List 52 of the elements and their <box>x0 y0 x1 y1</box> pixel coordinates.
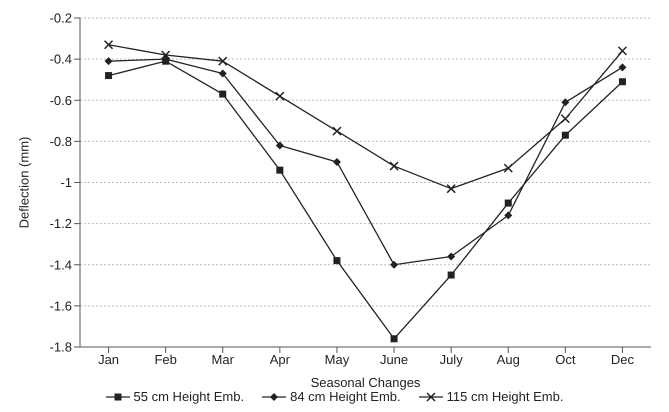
x-tick-label: July <box>440 352 464 368</box>
point <box>447 252 456 261</box>
legend-label: 115 cm Height Emb. <box>446 389 564 404</box>
point <box>504 200 512 207</box>
point <box>332 126 342 136</box>
point <box>448 272 455 279</box>
point <box>218 70 227 78</box>
point <box>390 260 398 269</box>
point <box>105 72 112 80</box>
point <box>276 166 284 174</box>
point <box>219 90 226 98</box>
x-tick-label: Mar <box>212 352 235 368</box>
point <box>504 163 513 173</box>
x-tick-label: Apr <box>270 352 291 368</box>
point <box>276 141 284 150</box>
point <box>389 161 399 171</box>
point <box>561 98 570 106</box>
x-tick-label: May <box>324 352 350 368</box>
y-tick-label: -1.6 <box>50 298 72 314</box>
y-tick-label: -1.8 <box>50 340 72 355</box>
point <box>618 78 626 86</box>
point <box>390 335 398 342</box>
y-tick-label: -0.6 <box>50 92 72 108</box>
point <box>560 114 570 124</box>
point <box>618 63 626 72</box>
point <box>218 56 228 66</box>
point <box>275 91 285 101</box>
x-tick-label: Jan <box>98 352 120 368</box>
point <box>160 50 170 60</box>
point <box>333 257 340 264</box>
y-tick-label: -1.2 <box>50 216 72 232</box>
y-tick-label: -0.4 <box>50 52 72 67</box>
point <box>104 57 113 66</box>
point <box>504 211 512 220</box>
legend-label: 55 cm Height Emb. <box>132 389 244 404</box>
y-axis-title: Deflection (mm) <box>16 136 32 228</box>
x-tick-label: Feb <box>154 352 177 368</box>
y-tick-label: -1.4 <box>50 257 72 272</box>
point <box>332 158 341 166</box>
x-tick-label: Aug <box>496 352 520 368</box>
point <box>446 184 456 194</box>
y-tick-label: -0.8 <box>50 134 72 149</box>
point <box>562 132 569 139</box>
y-tick-label: -0.2 <box>50 10 72 26</box>
y-tick-label: -1 <box>60 175 72 190</box>
x-tick-label: June <box>380 352 408 368</box>
legend-label: 84 cm Height Emb. <box>289 389 401 404</box>
x-tick-label: Oct <box>555 352 576 368</box>
x-axis-title: Seasonal Changes <box>310 375 421 390</box>
point <box>618 46 628 56</box>
x-tick-label: Dec <box>610 352 635 368</box>
point <box>104 40 114 50</box>
